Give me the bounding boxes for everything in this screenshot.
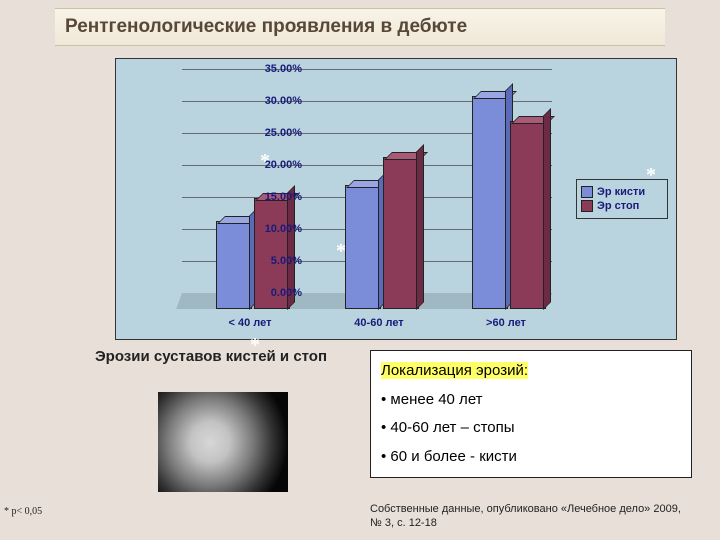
p-value-footnote: * p< 0,05 bbox=[4, 506, 42, 517]
y-axis-label: 15.00% bbox=[242, 191, 302, 203]
localization-box: Локализация эрозий: • менее 40 лет• 40-6… bbox=[370, 350, 692, 478]
x-axis-label: < 40 лет bbox=[190, 317, 310, 329]
legend-item: Эр стоп bbox=[581, 200, 663, 212]
localization-bullet: • менее 40 лет bbox=[381, 386, 681, 415]
significance-asterisk: * bbox=[646, 164, 656, 187]
legend-item: Эр кисти bbox=[581, 186, 663, 198]
bar-chart: 0.00% 5.00% 10.00% 15.00% 20.00% 25.00% 30.00%… bbox=[115, 58, 677, 340]
significance-asterisk: * bbox=[260, 150, 270, 173]
y-axis-label: 25.00% bbox=[242, 127, 302, 139]
erosion-caption: Эрозии суставов кистей и стоп bbox=[95, 348, 355, 365]
y-axis-label: 0.00% bbox=[242, 287, 302, 299]
y-axis-label: 20.00% bbox=[242, 159, 302, 171]
bar bbox=[510, 121, 546, 309]
bar bbox=[472, 96, 508, 309]
grid-line bbox=[182, 69, 552, 70]
x-axis-label: 40-60 лет bbox=[319, 317, 439, 329]
localization-title: Локализация эрозий: bbox=[381, 362, 528, 379]
y-axis-label: 5.00% bbox=[242, 255, 302, 267]
plot-area bbox=[182, 69, 552, 309]
chart-inner: 0.00% 5.00% 10.00% 15.00% 20.00% 25.00% 30.00%… bbox=[116, 59, 676, 339]
bar bbox=[383, 157, 419, 309]
citation-text: Собственные данные, опубликовано «Лечебн… bbox=[370, 502, 690, 531]
page-title: Рентгенологические проявления в дебюте bbox=[65, 16, 467, 38]
localization-bullet: • 40-60 лет – стопы bbox=[381, 414, 681, 443]
significance-asterisk: * bbox=[336, 240, 346, 263]
y-axis-label: 30.00% bbox=[242, 95, 302, 107]
legend-label: Эр кисти bbox=[597, 186, 645, 198]
xray-image bbox=[158, 392, 288, 492]
bar bbox=[345, 185, 381, 309]
localization-bullet: • 60 и более - кисти bbox=[381, 443, 681, 472]
legend-label: Эр стоп bbox=[597, 200, 639, 212]
y-axis-label: 10.00% bbox=[242, 223, 302, 235]
legend-swatch bbox=[581, 200, 593, 212]
y-axis-label: 35.00% bbox=[242, 63, 302, 75]
x-axis-label: >60 лет bbox=[446, 317, 566, 329]
title-band: Рентгенологические проявления в дебюте bbox=[55, 8, 665, 46]
legend-swatch bbox=[581, 186, 593, 198]
